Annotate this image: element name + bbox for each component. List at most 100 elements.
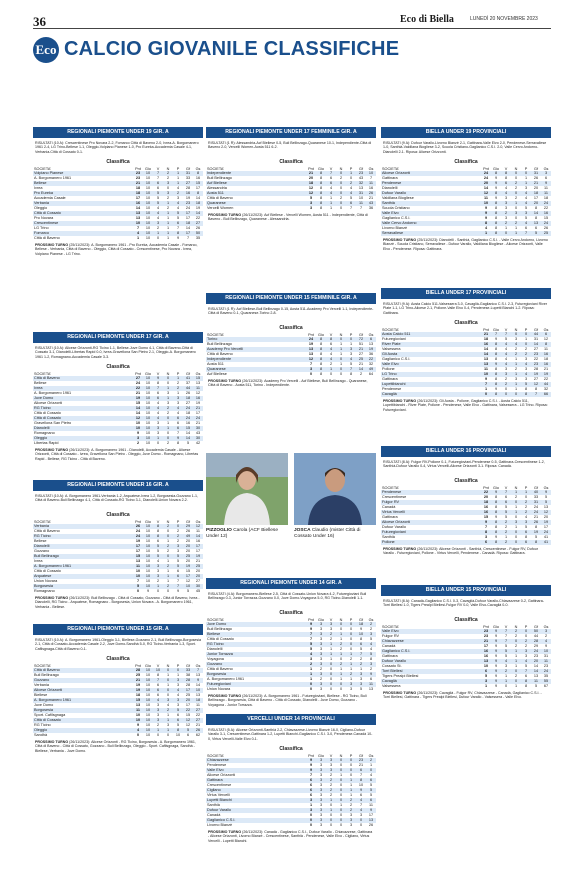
stat-cell: 26 [185, 391, 191, 395]
stat-cell: 1 [166, 569, 170, 573]
standings-biella-u15: BIELLA UNDER 15 PROVINCIALI RISULTATI (8 … [381, 585, 551, 702]
stat-cell: 10 [366, 171, 376, 176]
stat-cell: 2 [319, 667, 323, 671]
stat-cell: 28 [185, 683, 191, 687]
stat-cell: 1 [326, 201, 336, 206]
stat-cell: 9 [494, 634, 498, 638]
stat-cell: 5 [501, 649, 511, 654]
table-row: Gaglianico C.S.I. 0 3 0 0 3 0 13 [206, 818, 376, 823]
team-name: Buli Bellinzago [207, 342, 232, 346]
stat-cell: 2 [349, 657, 353, 661]
stat-cell: 6 [306, 788, 316, 793]
column-header: Gio [493, 166, 499, 171]
stat-cell: 2 [336, 642, 346, 647]
stat-cell: 24 [541, 201, 551, 206]
stat-cell: 7 [176, 579, 180, 583]
team-name: Acf Biellese [207, 372, 227, 376]
stat-cell: 1 [339, 637, 343, 641]
stat-cell: 16 [483, 505, 489, 509]
standings-table: SOCIETA' Pnt Gio V N P Gf Gs Chiavazzese 9 3 3 0 0 23 2… [206, 753, 376, 828]
stat-cell: 3 [316, 798, 326, 803]
column-header: V [156, 519, 160, 524]
stat-cell: 16 [195, 539, 201, 543]
column-header: V [504, 624, 508, 629]
stat-cell: 3 [163, 181, 173, 186]
stat-cell: 2 [501, 530, 511, 535]
stat-cell: 2 [511, 629, 521, 634]
stat-cell: 9 [494, 644, 498, 648]
stat-cell: 3 [316, 682, 326, 687]
column-header: V [504, 485, 508, 490]
stat-cell: 55 [541, 679, 551, 684]
stat-cell: 9 [136, 723, 140, 727]
stat-cell: 8 [316, 191, 326, 196]
column-header: SOCIETA' [34, 519, 52, 524]
table-row: Dufour Varallo 7 8 2 1 5 8 17 [381, 525, 551, 530]
stat-cell: 10 [481, 372, 491, 377]
stat-cell: 4 [504, 357, 508, 361]
stat-cell: 2 [346, 181, 356, 186]
stat-cell: 3 [504, 216, 508, 220]
stat-cell: 11 [531, 679, 541, 684]
stat-cell: 0 [166, 529, 170, 533]
stat-cell: 5 [306, 642, 316, 647]
stat-cell: 8 [491, 171, 501, 176]
stat-cell: 26 [366, 191, 376, 196]
stat-cell: 13 [133, 211, 143, 216]
stat-cell: 19 [135, 683, 141, 687]
table-row: Valle Elvo 9 8 2 3 3 14 16 [381, 211, 551, 216]
stat-cell: 10 [143, 396, 153, 401]
stat-cell: 24 [531, 510, 541, 515]
column-header: V [329, 617, 333, 622]
classifica-title: Classifica [106, 364, 130, 370]
standings-header: SOCIETA' Pnt Gio V N P Gf Gs [33, 371, 203, 376]
stat-cell: 2 [346, 808, 356, 813]
stat-cell: 0 [309, 687, 313, 691]
results-text: RISULTATI (9 A): Aosta Calcio 511-Valses… [383, 302, 548, 315]
stat-cell: 1 [339, 773, 343, 777]
stat-cell: 4 [166, 703, 170, 707]
table-row: RG Ticino 9 10 2 3 5 12 21 [33, 723, 203, 728]
stat-cell: 1 [511, 510, 521, 515]
column-header: P [349, 332, 353, 337]
stat-cell: 4 [501, 342, 511, 347]
stat-cell: 2 [514, 495, 518, 499]
stat-cell: 9 [491, 629, 501, 634]
stat-cell: 3 [316, 788, 326, 793]
stat-cell: 0 [329, 813, 333, 817]
standings-u17-a: REGIONALI PIEMONTE UNDER 17 GIR. A RISULT… [33, 332, 203, 463]
team-name: A. Borgomanero 1961 [33, 698, 133, 703]
stat-cell: 7 [504, 634, 508, 638]
stat-cell: 21 [358, 362, 364, 366]
team-name: Pro Novara [34, 216, 54, 220]
next-round-text: PROSSIMO TURNO (26/11/2023): Canadà - Ga… [208, 830, 373, 843]
table-row: Pendenese 22 9 7 1 1 40 9 [381, 490, 551, 495]
stat-cell: 0 [511, 392, 521, 397]
stat-cell: 10 [143, 386, 153, 391]
stat-cell: 0 [349, 627, 353, 631]
stat-cell: 2 [136, 441, 140, 445]
stat-cell: 8 [491, 221, 501, 226]
stat-cell: 10 [143, 181, 153, 186]
stat-cell: 10 [145, 391, 151, 395]
stat-cell: 27 [193, 221, 203, 226]
team-name: RG Ticino [33, 406, 133, 411]
stat-cell: 7 [309, 637, 313, 641]
stat-cell: 44 [533, 634, 539, 638]
stat-cell: 5 [541, 500, 551, 505]
stat-cell: 18 [193, 201, 203, 206]
stat-cell: 2 [173, 534, 183, 539]
stat-cell: 4 [346, 191, 356, 196]
stat-cell: 0 [349, 773, 353, 777]
stat-cell: 3 [319, 803, 323, 807]
stat-cell: 28 [183, 678, 193, 683]
stat-cell: 4 [511, 342, 521, 347]
section-title: VERCELLI UNDER 14 PROVINCIALI [206, 714, 376, 725]
stat-cell: 4 [501, 659, 511, 664]
stat-cell: 12 [308, 186, 314, 190]
stat-cell: 9 [484, 377, 488, 381]
table-row: RG Ticino 24 10 8 0 2 49 14 [33, 534, 203, 539]
stat-cell: 8 [491, 500, 501, 505]
team-name: RG Ticino [34, 723, 51, 727]
stat-cell: 17 [193, 544, 203, 549]
